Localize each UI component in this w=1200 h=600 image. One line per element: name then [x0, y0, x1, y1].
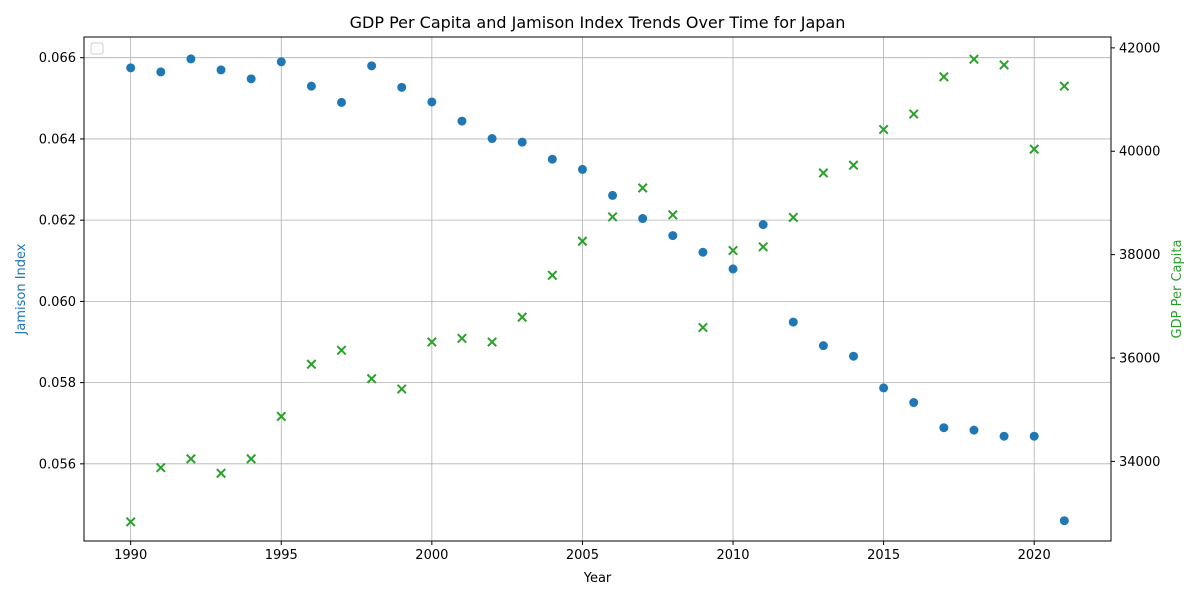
data-point-gdp-per-capita [396, 384, 407, 394]
data-point-jamison-index [608, 190, 618, 200]
x-tick-label: 1995 [265, 548, 298, 563]
data-point-jamison-index [728, 264, 738, 274]
data-point-jamison-index [156, 67, 166, 77]
y-left-tick-label: 0.056 [39, 457, 76, 472]
x-tick-label: 2000 [415, 548, 448, 563]
plot-frame [83, 36, 1112, 542]
data-point-gdp-per-capita [186, 453, 196, 464]
y-right-tick-label: 42000 [1119, 41, 1160, 56]
data-point-gdp-per-capita [999, 60, 1009, 70]
legend-box [90, 42, 104, 55]
y-right-tick-label: 34000 [1119, 455, 1160, 470]
data-point-jamison-index [848, 351, 858, 361]
data-point-gdp-per-capita [547, 270, 558, 281]
x-axis-title: Year [583, 571, 612, 586]
series-gdp-per-capita [125, 54, 1070, 527]
y-axis-right-title: GDP Per Capita [1170, 240, 1185, 339]
data-point-gdp-per-capita [366, 373, 377, 384]
data-point-jamison-index [126, 63, 136, 73]
data-point-jamison-index [517, 137, 527, 147]
data-point-jamison-index [698, 247, 708, 257]
y-axis-left-title: Jamison Index [14, 243, 29, 335]
data-point-gdp-per-capita [276, 411, 287, 422]
x-tick-label: 2005 [566, 548, 599, 563]
y-right-tick-label: 40000 [1119, 145, 1160, 160]
series-jamison-index [126, 54, 1069, 526]
data-point-gdp-per-capita [306, 359, 317, 370]
data-point-jamison-index [367, 61, 377, 71]
y-left-tick-label: 0.058 [39, 376, 76, 391]
y-axis-right-ticks: 34000 36000 38000 40000 42000 [1111, 41, 1160, 470]
data-point-jamison-index [186, 54, 196, 64]
data-point-gdp-per-capita [969, 54, 979, 65]
data-point-gdp-per-capita [728, 245, 738, 256]
data-point-jamison-index [758, 220, 768, 230]
data-point-jamison-index [969, 425, 979, 435]
data-point-jamison-index [879, 383, 889, 393]
data-point-jamison-index [999, 431, 1009, 441]
data-point-gdp-per-capita [698, 322, 708, 333]
data-point-gdp-per-capita [125, 516, 136, 527]
data-point-jamison-index [1029, 431, 1039, 441]
data-point-gdp-per-capita [938, 71, 949, 82]
data-point-gdp-per-capita [667, 209, 678, 220]
data-point-jamison-index [337, 97, 347, 107]
data-point-jamison-index [216, 65, 226, 75]
data-point-gdp-per-capita [848, 160, 859, 171]
data-point-jamison-index [397, 82, 407, 92]
data-point-gdp-per-capita [788, 212, 799, 223]
data-point-gdp-per-capita [908, 109, 919, 119]
x-tick-label: 2020 [1018, 548, 1051, 563]
y-left-tick-label: 0.060 [39, 295, 76, 310]
data-point-gdp-per-capita [517, 312, 528, 323]
data-point-jamison-index [638, 214, 648, 224]
y-axis-left-ticks: 0.056 0.058 0.060 0.062 0.064 0.066 [39, 51, 84, 472]
data-point-jamison-index [788, 317, 798, 327]
data-point-gdp-per-capita [878, 124, 889, 135]
grid [84, 37, 1111, 541]
y-right-tick-label: 38000 [1119, 248, 1160, 263]
data-point-gdp-per-capita [1029, 144, 1040, 155]
data-point-jamison-index [487, 134, 497, 144]
data-point-jamison-index [909, 398, 919, 408]
data-point-jamison-index [577, 164, 587, 174]
data-point-jamison-index [457, 116, 467, 126]
data-point-jamison-index [246, 74, 256, 84]
data-point-jamison-index [547, 154, 557, 164]
data-point-gdp-per-capita [457, 333, 467, 344]
data-point-gdp-per-capita [487, 337, 497, 347]
data-point-gdp-per-capita [246, 453, 257, 464]
data-point-gdp-per-capita [1059, 81, 1070, 92]
x-tick-label: 2010 [716, 548, 749, 563]
y-left-tick-label: 0.062 [39, 214, 76, 229]
y-left-tick-label: 0.066 [39, 51, 76, 66]
data-point-jamison-index [818, 341, 828, 351]
data-point-jamison-index [427, 97, 437, 107]
data-point-gdp-per-capita [155, 462, 166, 473]
data-point-jamison-index [939, 423, 949, 433]
y-right-tick-label: 36000 [1119, 352, 1160, 367]
x-tick-label: 1990 [114, 548, 147, 563]
data-point-gdp-per-capita [577, 236, 588, 247]
data-point-jamison-index [668, 231, 678, 241]
x-tick-label: 2015 [867, 548, 900, 563]
data-point-gdp-per-capita [426, 337, 437, 347]
data-point-gdp-per-capita [758, 241, 769, 252]
data-point-gdp-per-capita [607, 211, 618, 222]
x-axis-ticks: 1990 1995 2000 2005 2010 2015 2020 [114, 541, 1051, 563]
data-point-jamison-index [306, 81, 316, 91]
data-point-jamison-index [276, 57, 286, 67]
y-left-tick-label: 0.064 [39, 132, 76, 147]
data-point-gdp-per-capita [818, 168, 829, 178]
data-point-jamison-index [1059, 516, 1069, 526]
data-point-gdp-per-capita [216, 468, 226, 479]
data-point-gdp-per-capita [637, 183, 648, 193]
chart-title: GDP Per Capita and Jamison Index Trends … [350, 13, 846, 32]
data-point-gdp-per-capita [336, 345, 347, 356]
